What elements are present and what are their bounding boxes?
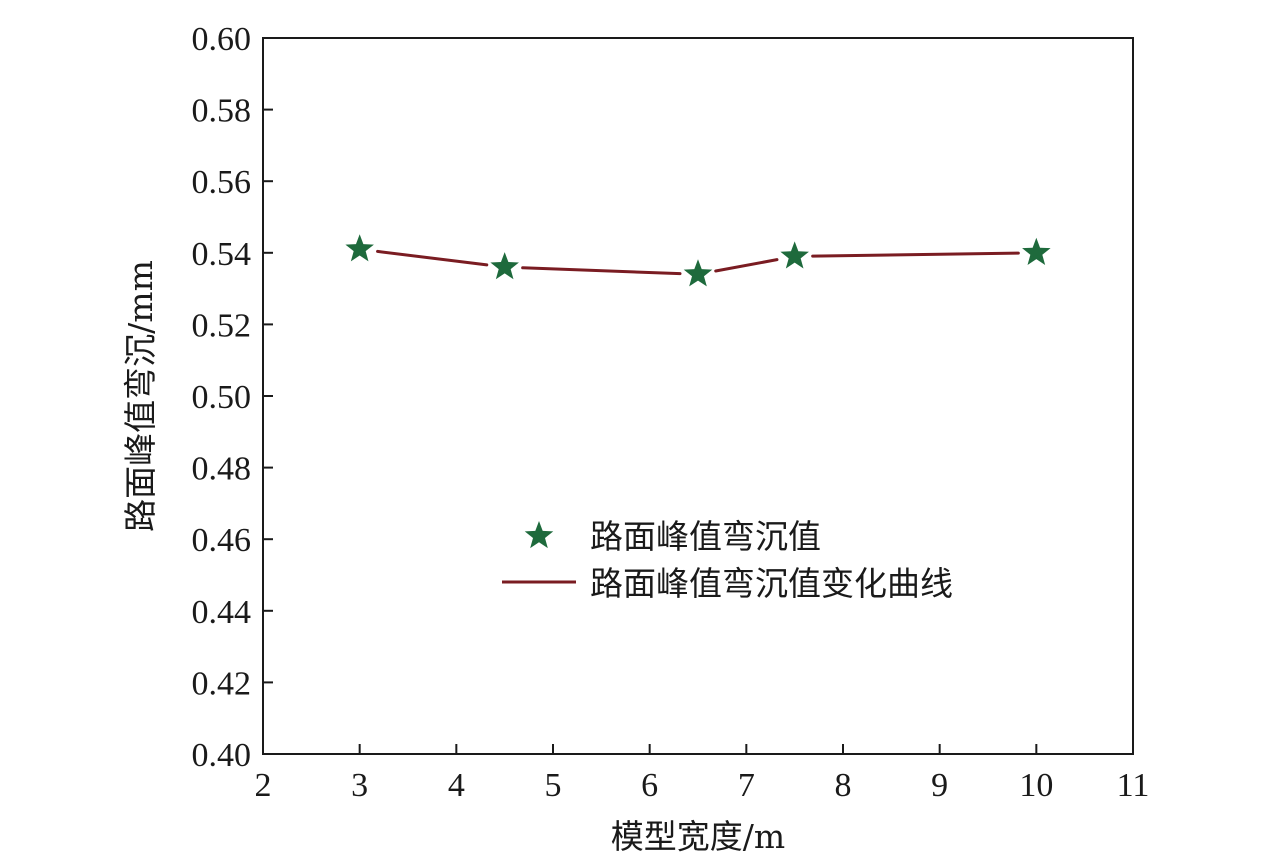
x-tick-label: 11 [1117,767,1150,804]
y-tick-label: 0.56 [192,164,252,201]
series-line-segment [521,266,682,276]
data-point-star [490,252,519,280]
x-tick-label: 2 [255,767,272,804]
data-point-star [780,241,809,269]
y-tick-label: 0.50 [192,379,252,416]
y-tick-label: 0.54 [192,236,252,273]
data-point-star [1022,237,1051,265]
legend-label-line: 路面峰值弯沉值变化曲线 [590,564,953,603]
y-tick-label: 0.46 [192,522,252,559]
x-tick-label: 3 [351,767,368,804]
x-tick-label: 10 [1019,767,1053,804]
marker-layer [345,234,1051,287]
series-line-segment [376,249,489,267]
series-line-segment [714,258,779,273]
x-axis-title: 模型宽度/m [611,817,785,856]
y-tick-label: 0.58 [192,93,252,130]
x-tick-label: 8 [835,767,852,804]
x-tick-label: 5 [545,767,562,804]
y-tick-label: 0.60 [192,21,252,58]
legend: 路面峰值弯沉值 路面峰值弯沉值变化曲线 [502,517,953,603]
y-tick-label: 0.40 [192,737,252,774]
plot-frame [262,37,1134,755]
data-point-star [683,259,713,287]
line-layer [376,249,1020,276]
x-tick-label: 7 [738,767,755,804]
y-tick-label: 0.48 [192,451,252,488]
y-tick-label: 0.42 [192,665,252,702]
x-tick-label: 9 [931,767,948,804]
legend-label-scatter: 路面峰值弯沉值 [590,517,821,556]
legend-star-icon [524,521,554,549]
x-tick-label: 4 [448,767,465,804]
y-tick-label: 0.44 [192,594,252,631]
y-axis-title: 路面峰值弯沉/mm [121,260,160,532]
data-point-star [345,234,374,262]
series-line-segment [811,251,1020,258]
y-tick-label: 0.52 [192,307,252,344]
x-tick-label: 6 [641,767,658,804]
ticks-layer: 2 3 4 5 6 7 8 9 10 11 0.40 0.42 0.44 0.46 0.48 0.50 0.52… [192,21,1150,804]
